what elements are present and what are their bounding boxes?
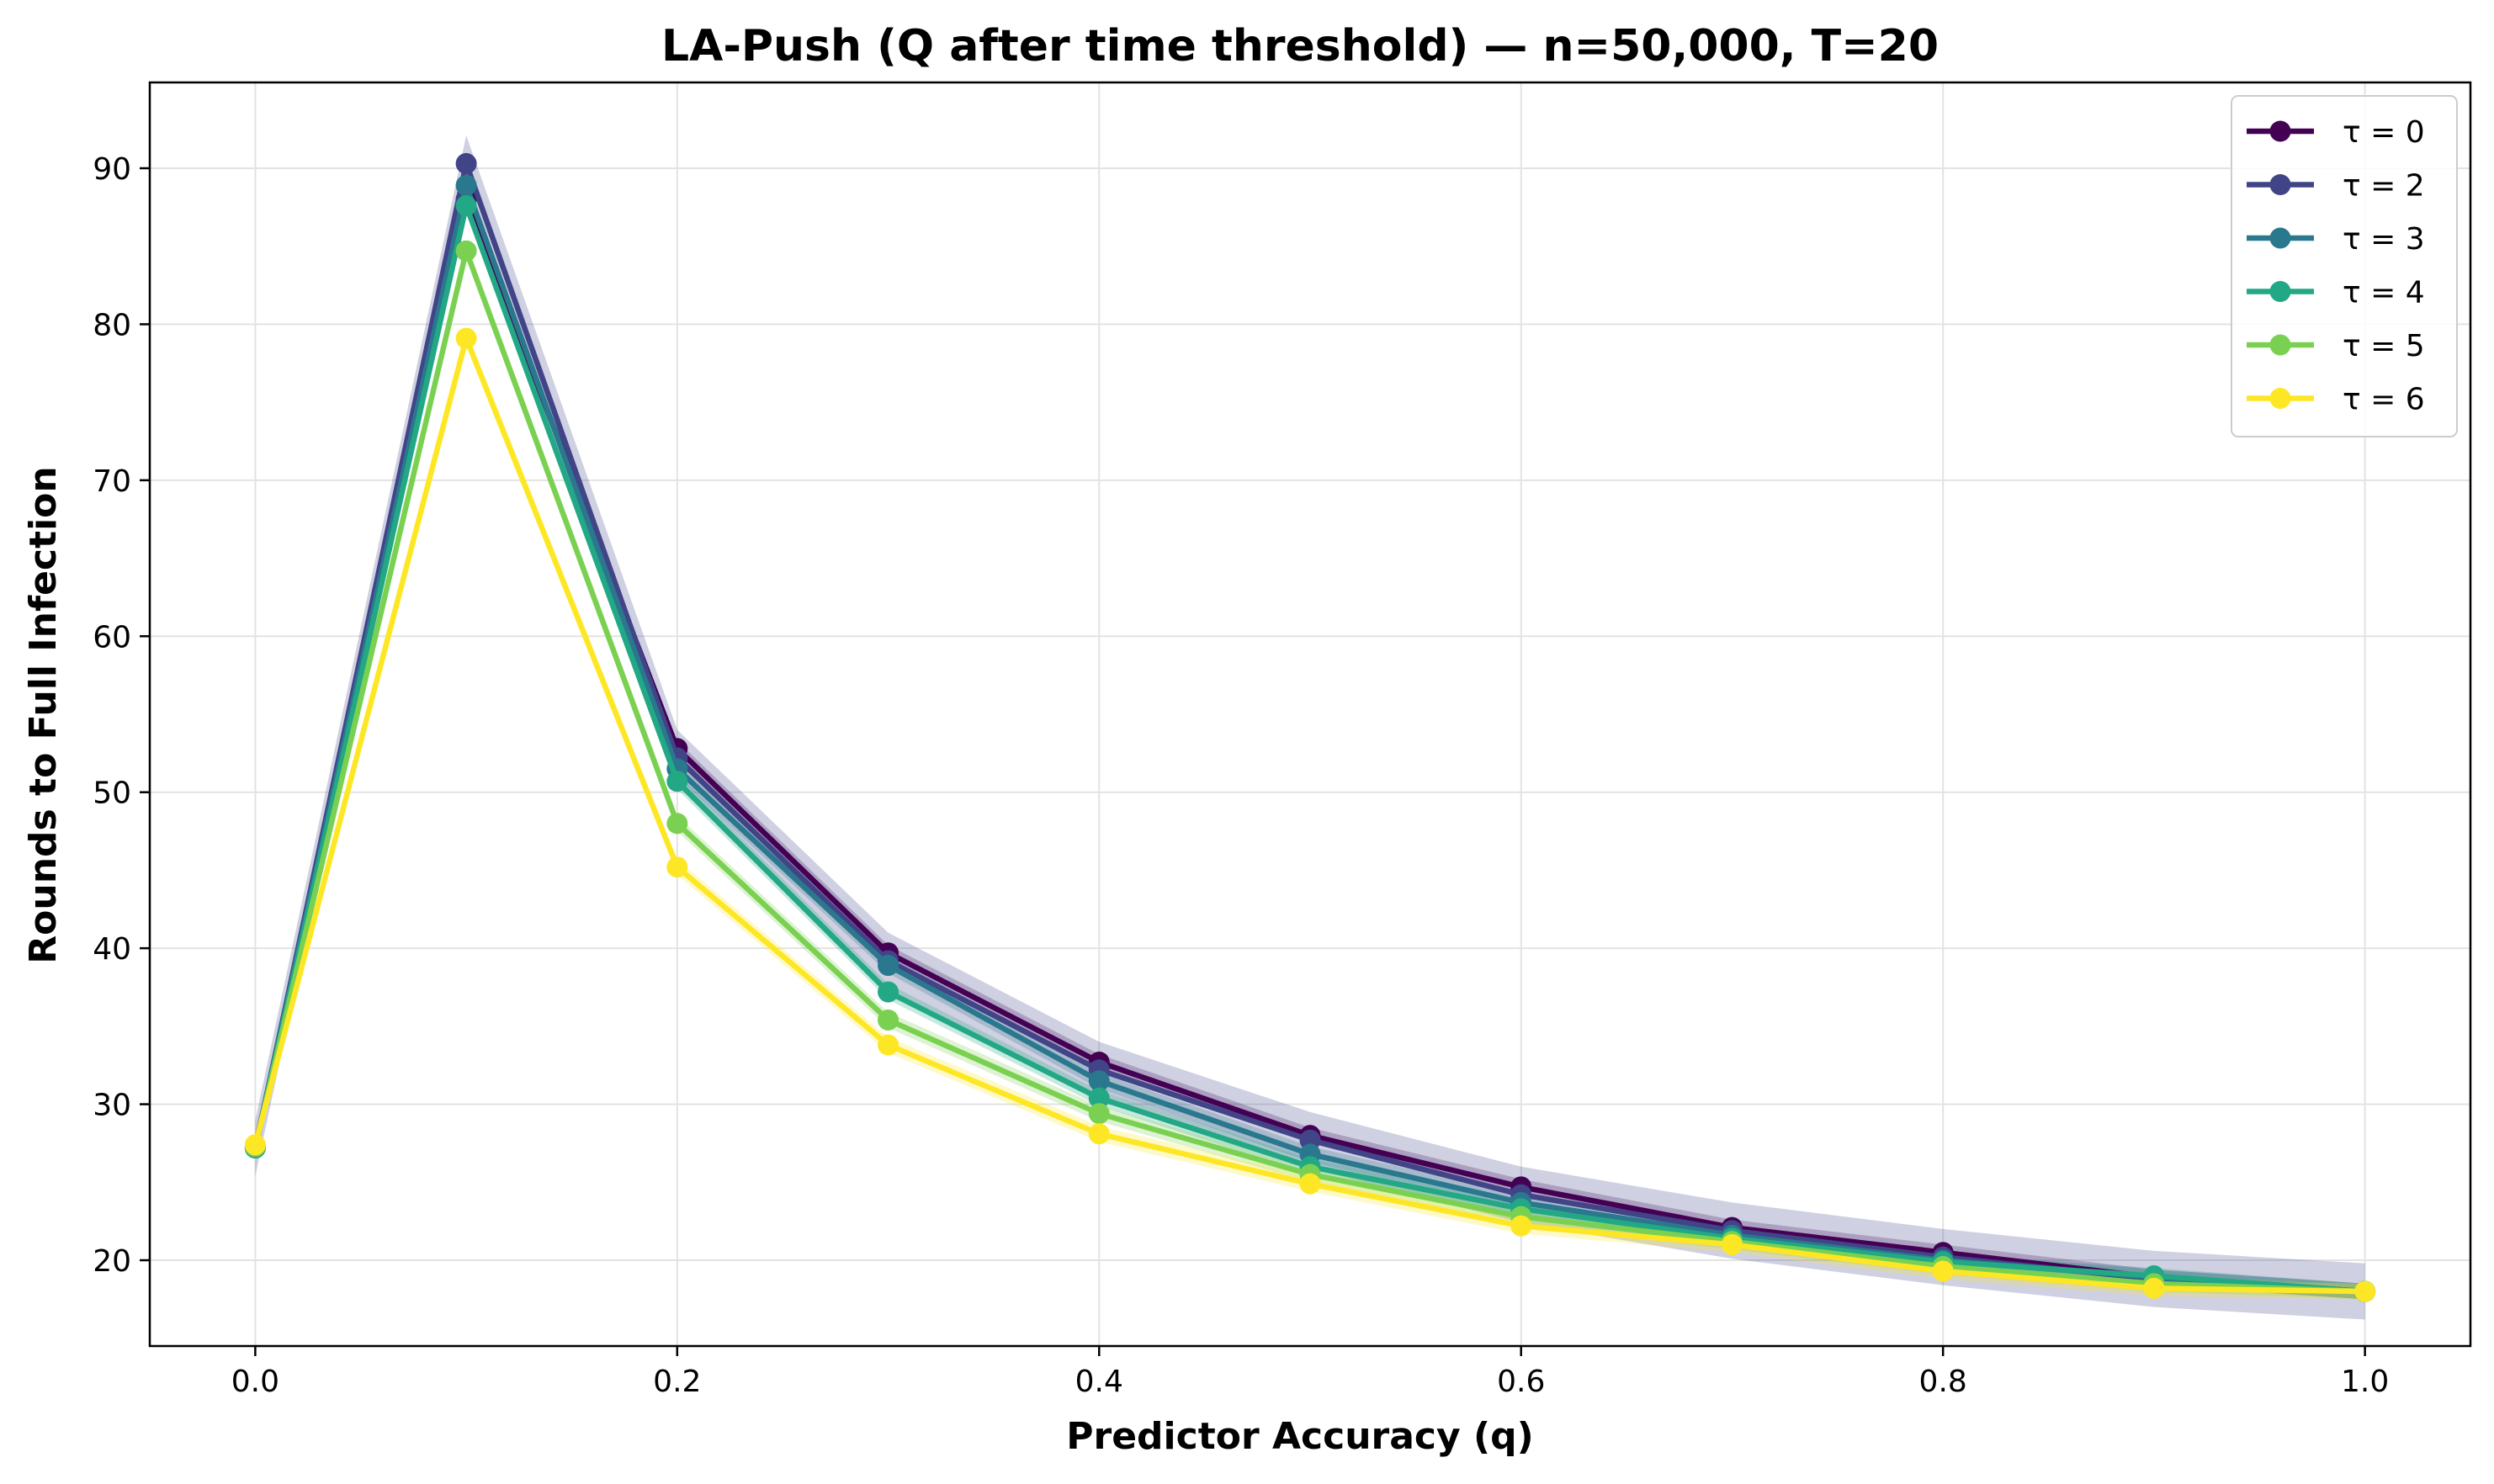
y-tick-label: 50	[93, 776, 131, 811]
legend-item: τ = 4	[2247, 276, 2425, 310]
data-point	[878, 1034, 899, 1056]
x-axis-title: Predictor Accuracy (q)	[1066, 1415, 1533, 1458]
legend-swatch-marker	[2269, 227, 2291, 249]
x-tick-label: 0.0	[231, 1365, 279, 1399]
data-point	[2354, 1280, 2376, 1302]
legend-swatch-marker	[2269, 281, 2291, 302]
series-lines	[244, 152, 2376, 1302]
data-point	[666, 856, 688, 878]
series-5	[244, 327, 2376, 1302]
legend-label: τ = 3	[2343, 222, 2425, 257]
data-point	[455, 152, 477, 174]
x-axis-ticks: 0.0 0.2 0.4 0.6 0.8 1.0	[231, 1346, 2389, 1399]
data-point	[666, 813, 688, 835]
legend-label: τ = 6	[2343, 383, 2425, 417]
data-point	[1510, 1215, 1532, 1237]
data-point	[1721, 1233, 1743, 1255]
x-tick-label: 1.0	[2341, 1365, 2389, 1399]
legend-label: τ = 4	[2343, 276, 2425, 310]
data-point	[455, 174, 477, 196]
series-1	[244, 152, 2376, 1302]
data-point	[1932, 1260, 1954, 1282]
y-tick-label: 30	[93, 1089, 131, 1123]
legend: τ = 0 τ = 2 τ = 3 τ = 4 τ = 5 τ = 6	[2231, 95, 2458, 437]
y-axis-title: Rounds to Full Infection	[22, 466, 65, 963]
legend-item: τ = 5	[2247, 329, 2425, 363]
y-tick-label: 80	[93, 308, 131, 342]
data-point	[878, 981, 899, 1003]
x-tick-label: 0.6	[1497, 1365, 1545, 1399]
x-tick-label: 0.8	[1919, 1365, 1967, 1399]
legend-swatch-marker	[2269, 334, 2291, 356]
legend-item: τ = 2	[2247, 169, 2425, 204]
y-tick-label: 60	[93, 620, 131, 655]
data-point	[878, 955, 899, 977]
chart-title: LA-Push (Q after time threshold) — n=50,…	[661, 21, 1939, 72]
plot-frame	[148, 81, 2472, 1348]
data-point	[1088, 1087, 1110, 1109]
legend-label: τ = 0	[2343, 115, 2425, 150]
data-point	[1299, 1173, 1321, 1195]
x-tick-label: 0.2	[653, 1365, 701, 1399]
data-point	[455, 194, 477, 216]
legend-swatch-marker	[2269, 120, 2291, 142]
data-point	[1088, 1103, 1110, 1125]
data-point	[244, 1134, 266, 1156]
y-tick-label: 20	[93, 1244, 131, 1279]
data-point	[878, 1009, 899, 1031]
legend-item: τ = 3	[2247, 222, 2425, 257]
legend-item: τ = 0	[2247, 115, 2425, 150]
y-tick-label: 90	[93, 152, 131, 187]
legend-swatch-marker	[2269, 174, 2291, 195]
data-point	[666, 771, 688, 792]
y-axis-ticks: 20 30 40 50 60 70 80 90	[93, 152, 150, 1279]
data-point	[1088, 1070, 1110, 1092]
data-point	[455, 327, 477, 349]
legend-item: τ = 6	[2247, 383, 2425, 417]
data-point	[2143, 1277, 2165, 1299]
y-tick-label: 40	[93, 932, 131, 967]
legend-label: τ = 2	[2343, 169, 2425, 204]
y-tick-label: 70	[93, 464, 131, 499]
legend-swatch-marker	[2269, 388, 2291, 409]
data-point	[455, 240, 477, 262]
legend-label: τ = 5	[2343, 329, 2425, 363]
data-point	[1088, 1123, 1110, 1145]
x-tick-label: 0.4	[1075, 1365, 1123, 1399]
